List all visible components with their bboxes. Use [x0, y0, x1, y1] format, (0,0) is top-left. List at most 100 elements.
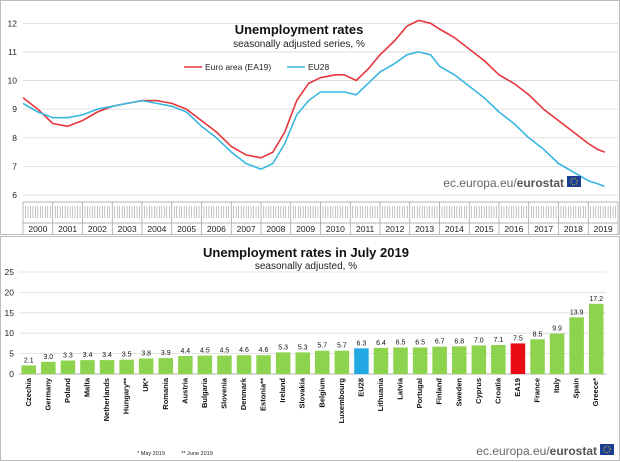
bar-Latvia [393, 347, 408, 374]
category-label-Italy: Italy [552, 377, 561, 393]
bar-France [530, 339, 545, 374]
brand-domain-bottom: ec.europa.eu/ [476, 444, 550, 458]
bar-Sweden [452, 346, 467, 374]
bar-Greece [589, 303, 604, 374]
bar-Spain [569, 317, 584, 374]
category-label-Hungary: Hungary** [122, 378, 131, 414]
category-label-France: France [533, 378, 542, 403]
eu-flag-icon-bottom [600, 444, 614, 455]
line-chart-gridlines [23, 22, 618, 196]
bar-Romania [158, 358, 173, 374]
y-tick-label-0: 0 [9, 369, 14, 379]
brand-domain: ec.europa.eu/ [443, 176, 517, 190]
category-label-Spain: Spain [572, 378, 581, 399]
bar-Italy [549, 333, 565, 374]
value-label-Germany: 3.0 [43, 354, 53, 361]
x-tick-label-2009: 2009 [296, 224, 315, 234]
value-label-Netherlands: 3.4 [102, 352, 112, 359]
value-label-Italy: 9.9 [552, 326, 562, 333]
y-tick-label-9: 9 [12, 104, 17, 114]
y-tick-label-6: 6 [12, 190, 17, 200]
y-tick-label-8: 8 [12, 133, 17, 143]
value-label-EU28: 6.3 [357, 340, 367, 347]
category-label-Austria: Austria [180, 377, 189, 404]
category-label-Bulgaria: Bulgaria [200, 377, 209, 408]
line-chart-subtitle: seasonally adjusted series, % [233, 39, 365, 50]
line-chart-series [22, 19, 605, 188]
category-label-EA19: EA19 [513, 378, 522, 397]
bar-chart-subtitle: seasonally adjusted, % [255, 261, 357, 272]
category-label-UK: UK* [141, 378, 150, 392]
category-label-Czechia: Czechia [24, 377, 33, 406]
y-tick-label-25: 25 [5, 267, 15, 277]
eurostat-branding-bottom: ec.europa.eu/eurostat [476, 444, 614, 458]
value-label-Ireland: 5.3 [278, 344, 288, 351]
value-label-Portugal: 6.5 [415, 339, 425, 346]
x-tick-label-2005: 2005 [177, 224, 196, 234]
value-label-Luxembourg: 5.7 [337, 343, 347, 350]
line-chart-y-axis: 6 7 8 9 10 11 12 [8, 18, 18, 200]
bar-Belgium [315, 350, 330, 374]
legend-label-ea19: Euro area (EA19) [205, 62, 271, 72]
y-tick-label-12: 12 [8, 18, 18, 28]
value-label-Romania: 3.9 [161, 350, 171, 357]
value-label-Belgium: 5.7 [317, 343, 327, 350]
category-label-Latvia: Latvia [396, 377, 405, 400]
category-label-Cyprus: Cyprus [474, 378, 483, 404]
y-tick-label-15: 15 [5, 308, 15, 318]
x-tick-label-2012: 2012 [385, 224, 404, 234]
eurostat-branding: ec.europa.eu/eurostat [443, 176, 581, 190]
eurostat-logo-text-bottom: ec.europa.eu/eurostat [476, 444, 597, 458]
bar-Portugal [412, 347, 428, 374]
y-tick-label-7: 7 [12, 161, 17, 171]
footnote-may: * May 2019 [137, 451, 165, 457]
bar-Ireland [275, 352, 291, 374]
value-label-Slovenia: 4.5 [220, 348, 230, 355]
bar-Cyprus [471, 345, 487, 374]
value-label-Denmark: 4.6 [239, 347, 249, 354]
category-label-Luxembourg: Luxembourg [337, 378, 346, 424]
x-tick-label-2013: 2013 [415, 224, 434, 234]
value-label-UK: 3.8 [141, 350, 151, 357]
x-tick-label-2007: 2007 [237, 224, 256, 234]
bar-chart-panel: Unemployment rates in July 2019 seasonal… [0, 236, 620, 461]
value-label-Malta: 3.4 [83, 352, 93, 359]
value-label-Czechia: 2.1 [24, 357, 34, 364]
category-label-Croatia: Croatia [493, 377, 502, 404]
brand-name-bottom: eurostat [550, 444, 597, 458]
category-label-Romania: Romania [161, 377, 170, 410]
bar-EU28 [354, 348, 369, 374]
bar-Netherlands [99, 360, 115, 374]
category-label-EU28: EU28 [356, 378, 365, 397]
y-tick-label-10: 10 [8, 76, 18, 86]
eurostat-logo-text: ec.europa.eu/eurostat [443, 176, 564, 190]
x-tick-label-2016: 2016 [504, 224, 523, 234]
bar-Germany [41, 361, 56, 374]
x-tick-label-2004: 2004 [147, 224, 166, 234]
bar-chart-y-axis: 0 5 10 15 20 25 [5, 267, 15, 379]
category-label-Denmark: Denmark [239, 377, 248, 410]
line-chart-title: Unemployment rates [235, 22, 364, 37]
x-tick-label-2019: 2019 [594, 224, 613, 234]
bar-Croatia [491, 345, 506, 374]
value-label-Slovakia: 5.3 [298, 344, 308, 351]
category-label-Netherlands: Netherlands [102, 378, 111, 421]
y-tick-label-11: 11 [8, 47, 17, 57]
x-tick-label-2015: 2015 [475, 224, 494, 234]
x-tick-label-2008: 2008 [266, 224, 285, 234]
x-tick-label-2017: 2017 [534, 224, 553, 234]
bar-Malta [80, 360, 95, 374]
value-label-Spain: 13.9 [570, 309, 584, 316]
line-chart-legend: Euro area (EA19) EU28 [184, 62, 330, 72]
x-tick-label-2018: 2018 [564, 224, 583, 234]
category-label-Estonia: Estonia** [259, 378, 268, 411]
series-line-eu28 [22, 51, 605, 188]
bar-Czechia [21, 365, 36, 374]
y-tick-label-20: 20 [5, 287, 15, 297]
bar-Slovenia [217, 355, 232, 374]
category-label-Belgium: Belgium [317, 378, 326, 408]
x-tick-label-2003: 2003 [118, 224, 137, 234]
value-label-Hungary: 3.5 [122, 352, 132, 359]
value-label-France: 8.5 [533, 331, 543, 338]
x-tick-label-2000: 2000 [28, 224, 47, 234]
